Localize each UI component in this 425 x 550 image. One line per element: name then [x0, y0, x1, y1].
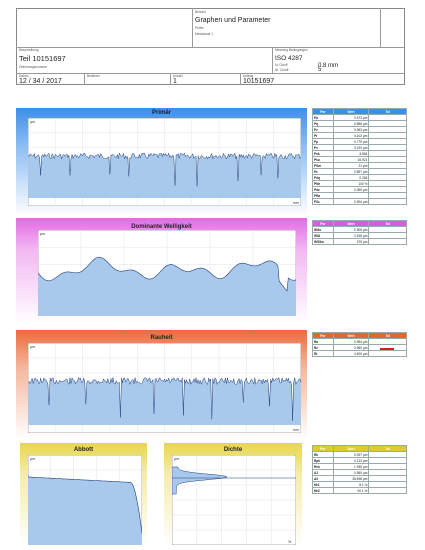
messkanal-label: Messkanal 1: [195, 32, 213, 36]
zeichnungsnummer-label: Zeichnungsnummer: [19, 65, 48, 69]
pruefer-label: Prüfer: [195, 26, 204, 30]
welligkeit-y-unit: µm: [40, 232, 45, 236]
ls-value: 5: [318, 67, 322, 73]
primaer-profile-fill: [28, 153, 301, 198]
anzahl-value: 1: [173, 78, 177, 85]
table-row: Pδc 0.904 µm: [312, 198, 407, 205]
parameter-tolerance: [368, 198, 407, 205]
parameter-value: 475 µm: [332, 238, 370, 245]
parameter-value: 90.1 %: [332, 487, 370, 494]
norm-label: Messung Bedingungen: [275, 48, 308, 52]
dichte-distribution: [172, 466, 228, 495]
dichte-title: Dichte: [223, 447, 243, 453]
report-title: Graphen und Parameter: [195, 17, 271, 24]
primaer-chart: µm mm: [28, 118, 301, 206]
beschreibung-label: Beschreibung: [19, 48, 39, 52]
dichte-chart: µm%: [172, 455, 296, 545]
welligkeit-title: Dominante Welligkeit: [131, 224, 192, 230]
primaer-title: Primär: [151, 110, 171, 116]
primaer-profile-line: [28, 152, 301, 187]
abbott-curve-line: [28, 475, 142, 534]
part-name: Teil 10151697: [19, 54, 66, 63]
abbott-parameter-table: Par Wert Tol Rk 0.497 µm Rpk 0.123 µm Rvk 1.935 …: [312, 445, 407, 494]
rauheit-chart: µm mm: [28, 343, 301, 433]
rauheit-y-unit: µm: [30, 345, 35, 349]
datum-value: 12 / 34 / 2017: [19, 78, 62, 85]
parameter-name: Rt: [312, 350, 334, 357]
auftrag-value: 10151697: [243, 78, 275, 85]
parameter-name: WSSm: [312, 238, 334, 245]
rauheit-title: Rauheit: [150, 335, 173, 341]
parameter-value: 4.600 µm: [332, 350, 370, 357]
table-row: WSSm 475 µm: [312, 238, 407, 245]
parameter-name: Mr2: [312, 487, 334, 494]
rauheit-x-unit: mm: [293, 428, 299, 432]
bereich-label: Bereich: [195, 10, 206, 14]
header-block: [16, 8, 405, 85]
rauheit-profile-fill: [28, 377, 301, 425]
norm-value: ISO 4287: [275, 55, 303, 62]
abbott-chart: µm%: [28, 455, 142, 545]
welligkeit-profile-line: [38, 256, 296, 292]
abbott-title: Abbott: [73, 447, 94, 453]
auftrag-label: Auftrag: [243, 74, 254, 78]
abbott-y-unit: µm: [30, 457, 35, 461]
primaer-y-unit: µm: [30, 120, 35, 124]
ls-label: Nr. Cutoff: [275, 68, 289, 72]
table-row: Rt 4.600 µm: [312, 350, 407, 357]
datum-label: Datum: [19, 74, 29, 78]
table-row: Mr2 90.1 %: [312, 487, 407, 494]
welligkeit-parameter-table: Par Wert Tol WSa 0.505 µm WSt 0.518 µm WSSm 475 …: [312, 220, 407, 245]
tolerance-marker: [380, 348, 394, 350]
parameter-tolerance: [368, 487, 407, 494]
parameter-name: Pδc: [312, 198, 334, 205]
cutoff-value: 0.8 mm: [318, 63, 339, 69]
welligkeit-profile-fill: [38, 257, 296, 316]
primaer-x-unit: mm: [293, 201, 299, 205]
bediener-label: Bediener: [87, 74, 100, 78]
primaer-parameter-table: Par Wert Tol Pa 0.573 µm Pq 0.856 µm Pz 3.963 µm…: [312, 108, 407, 205]
anzahl-label: Anzahl: [173, 74, 183, 78]
parameter-tolerance: [368, 238, 407, 245]
abbott-curve-fill: [28, 475, 142, 545]
parameter-tolerance: [368, 350, 407, 357]
rauheit-profile-line: [28, 376, 301, 421]
rauheit-parameter-table: Par Wert Tol Ra 0.954 µm Rz 3.960 µm Rt 4.600 µm: [312, 332, 407, 357]
cutoff-label: λc Cutoff: [275, 63, 288, 67]
dichte-x-unit: %: [288, 540, 292, 544]
parameter-value: 0.904 µm: [332, 198, 370, 205]
dichte-y-unit: µm: [174, 457, 179, 461]
